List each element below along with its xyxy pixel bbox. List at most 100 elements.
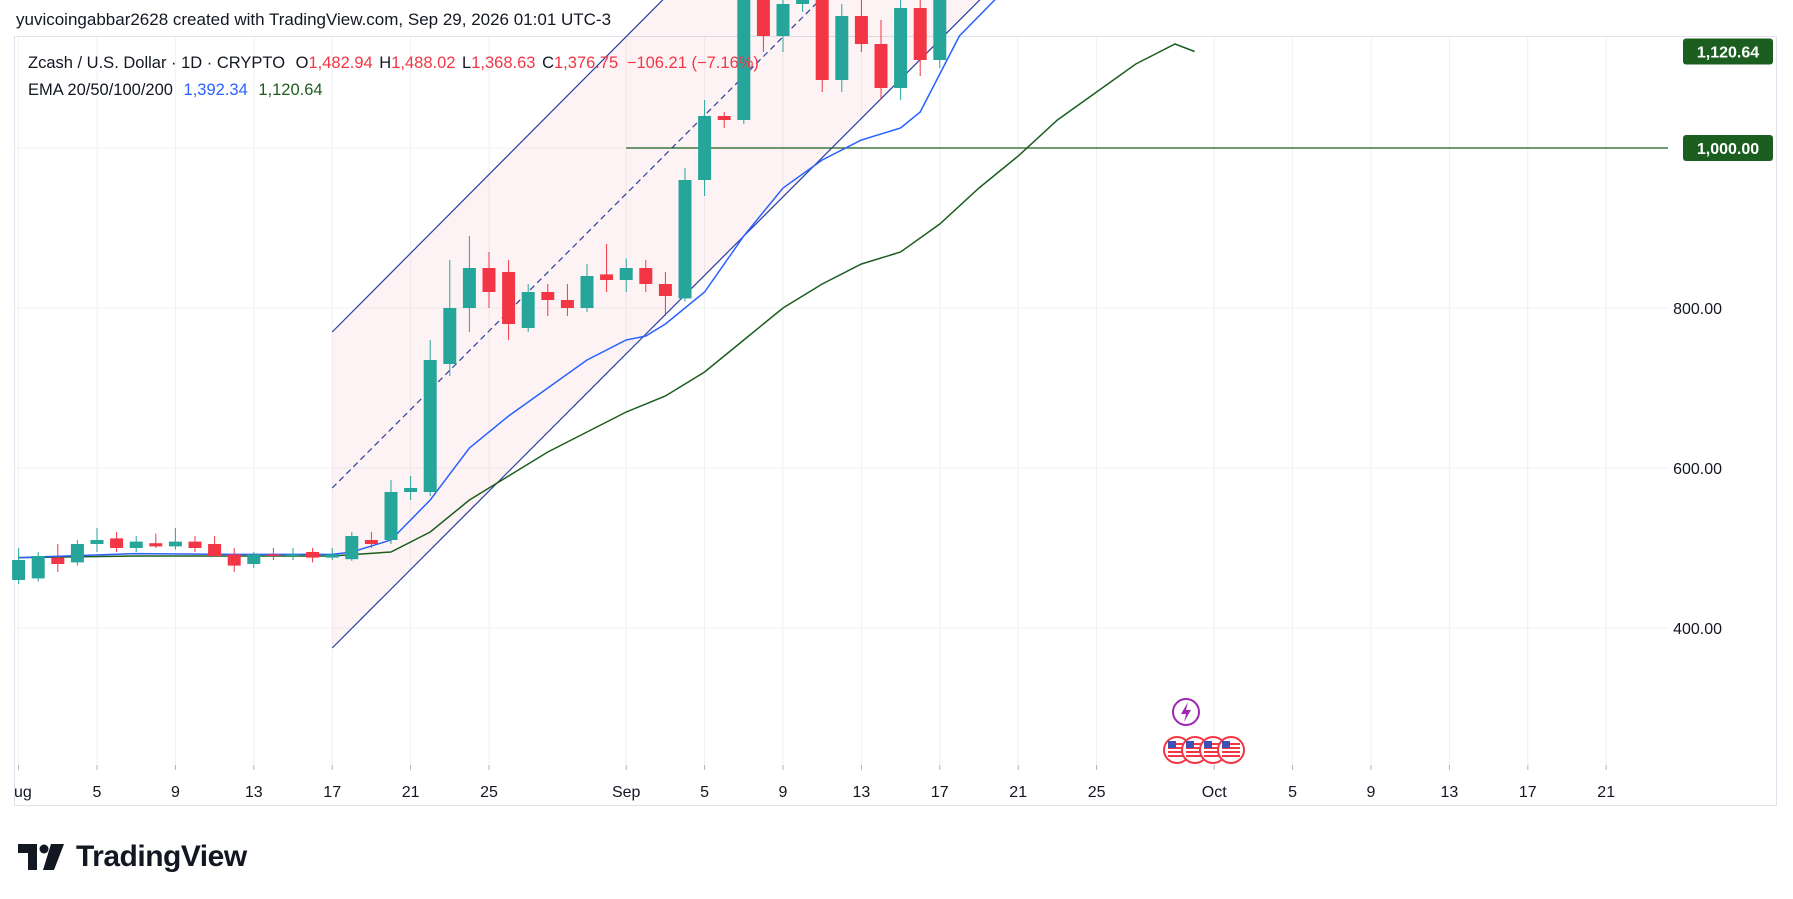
- x-tick-label: 17: [323, 784, 341, 801]
- candle-body: [717, 116, 731, 120]
- x-tick-label: 5: [93, 784, 102, 801]
- price-labels: 2,000.001,700.001,392.341,376.7519:58:08…: [1683, 38, 1773, 161]
- x-tick-label: 21: [402, 784, 420, 801]
- candle: [541, 284, 555, 316]
- price-label-text: 1,000.00: [1697, 141, 1759, 158]
- candle-body: [110, 538, 124, 548]
- candle: [364, 532, 378, 548]
- candle: [658, 272, 672, 316]
- candle-body: [521, 292, 535, 328]
- candle: [168, 528, 182, 550]
- price-label-bg: [1683, 135, 1773, 161]
- candle-body: [188, 541, 202, 548]
- candle: [560, 284, 574, 316]
- symbol-name[interactable]: Zcash / U.S. Dollar · 1D · CRYPTO: [28, 54, 286, 72]
- candle: [443, 260, 457, 376]
- candle: [639, 260, 653, 292]
- candle-body: [502, 272, 516, 324]
- candle: [737, 0, 751, 124]
- candle-body: [31, 556, 45, 579]
- candle: [678, 168, 692, 302]
- x-tick-label: 17: [1519, 784, 1537, 801]
- candle-body: [345, 536, 359, 560]
- x-tick-label: 9: [779, 784, 788, 801]
- grid-lines: [14, 37, 1668, 765]
- ema-fast-value: 1,392.34: [183, 81, 248, 99]
- candle: [31, 552, 45, 582]
- candle: [423, 340, 437, 496]
- flag-stripe: [1168, 751, 1186, 753]
- candle-body: [639, 268, 653, 284]
- candle-body: [894, 8, 908, 88]
- candle: [110, 532, 124, 552]
- flag-stripe: [1222, 747, 1240, 749]
- candle-body: [776, 4, 790, 36]
- candle-body: [70, 544, 84, 563]
- flag-stripe: [1222, 751, 1240, 753]
- x-tick-label: 13: [1441, 784, 1459, 801]
- x-axis: ug 5 9 13 17 21 25 Sep 5 9 13 17 21 25 Oct 5 9 13 17 21: [14, 765, 1615, 801]
- flag-canton: [1222, 741, 1230, 748]
- candle: [247, 552, 261, 568]
- candle-body: [698, 116, 712, 180]
- candle: [815, 0, 829, 92]
- candle: [776, 0, 790, 52]
- x-tick-label: 25: [1088, 784, 1106, 801]
- ema-slow-line: [18, 43, 1195, 559]
- candle-body: [286, 554, 300, 556]
- candle: [129, 536, 143, 552]
- candle: [854, 0, 868, 52]
- candle-body: [51, 557, 65, 564]
- y-axis: 2,000.001,800.001,600.001,200.00800.0060…: [1673, 301, 1722, 638]
- candle: [874, 20, 888, 100]
- channel-lower-line: [331, 0, 981, 649]
- flag-stripe: [1168, 755, 1186, 757]
- lightning-bolt-icon: [1181, 702, 1191, 722]
- candle-body: [149, 543, 163, 547]
- flag-stripe: [1204, 751, 1222, 753]
- candle-body: [12, 560, 26, 580]
- x-tick-label: 13: [853, 784, 871, 801]
- candle: [462, 236, 476, 332]
- tradingview-logo[interactable]: TradingView: [18, 840, 247, 874]
- tradingview-logo-icon: [18, 844, 64, 870]
- candle: [12, 548, 26, 584]
- ema-label[interactable]: EMA 20/50/100/200: [28, 81, 173, 99]
- candle: [227, 548, 241, 572]
- candle-body: [306, 552, 320, 558]
- x-tick-label: 5: [700, 784, 709, 801]
- candle: [149, 533, 163, 548]
- candle: [796, 0, 810, 12]
- y-tick-label: 400.00: [1673, 621, 1722, 638]
- flag-stripe: [1186, 747, 1204, 749]
- ohlc-legend: Zcash / U.S. Dollar · 1D · CRYPTO O1,482…: [28, 54, 759, 73]
- candle: [345, 532, 359, 561]
- x-tick-label: Oct: [1202, 784, 1227, 801]
- candle-body: [404, 488, 418, 492]
- candle: [698, 100, 712, 196]
- x-tick-label: ug: [14, 784, 32, 801]
- flag-stripe: [1204, 747, 1222, 749]
- chart-attribution: yuvicoingabbar2628 created with TradingV…: [16, 10, 612, 29]
- candle: [325, 548, 339, 560]
- candle-body: [482, 268, 496, 292]
- candle-body: [129, 541, 143, 548]
- channel-middle-line: [331, 0, 821, 489]
- candle: [482, 252, 496, 308]
- flag-stripe: [1186, 751, 1204, 753]
- event-icons: [1163, 698, 1245, 764]
- close-label: C: [542, 54, 554, 72]
- low-value: 1,368.63: [471, 54, 536, 72]
- ema-lines: [18, 0, 1195, 559]
- candle-body: [90, 540, 104, 544]
- high-label: H: [379, 54, 392, 72]
- candle-body: [266, 554, 280, 556]
- candle-body: [933, 0, 947, 60]
- flag-stripe: [1186, 755, 1204, 757]
- candle-body: [168, 541, 182, 547]
- candle: [384, 480, 398, 544]
- candle-body: [541, 292, 555, 300]
- candle-body: [913, 8, 927, 60]
- flag-stripe: [1186, 743, 1204, 745]
